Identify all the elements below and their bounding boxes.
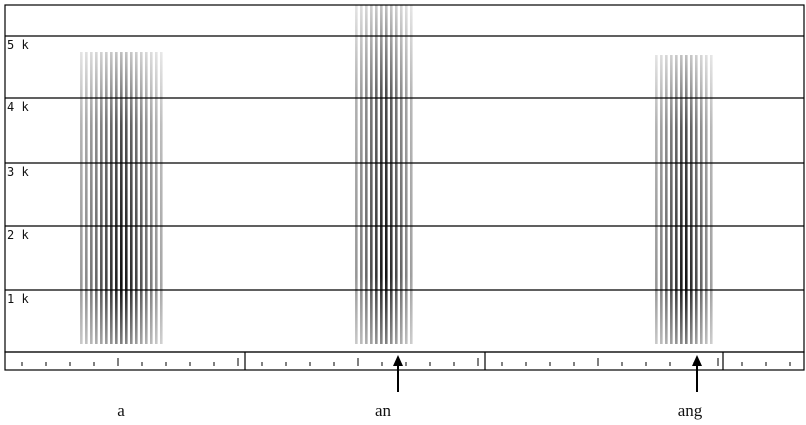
y-label: 3 k — [7, 165, 29, 179]
blob-a-shade — [80, 52, 165, 344]
y-label: 4 k — [7, 100, 29, 114]
sound-label: a — [117, 401, 125, 420]
y-label: 2 k — [7, 228, 29, 242]
ruler-ticks — [21, 358, 791, 366]
arrow-head — [393, 355, 403, 366]
blob-an-shade — [355, 5, 415, 344]
y-label: 5 k — [7, 38, 29, 52]
frame — [4, 4, 805, 371]
time-ruler — [4, 351, 805, 371]
y-label: 1 k — [7, 292, 29, 306]
blob-ang-shade — [655, 55, 715, 344]
spectrogram-blobs — [80, 5, 715, 344]
sound-label: an — [375, 401, 392, 420]
arrows — [393, 355, 702, 392]
arrow-head — [692, 355, 702, 366]
sound-label: ang — [678, 401, 703, 420]
